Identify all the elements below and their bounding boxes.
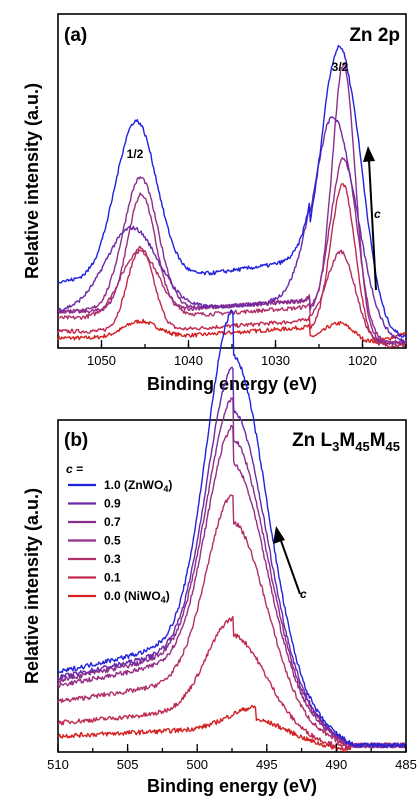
panel-a-element-label: Zn 2p bbox=[349, 25, 400, 46]
panel-b: 510 505 500 495 490 485 (b) Zn L3M45M45 c = 1… bbox=[22, 309, 417, 796]
legend-entry-label: 1.0 (ZnWO4) bbox=[104, 478, 172, 494]
panel-a-series-5 bbox=[58, 116, 407, 344]
panel-a-series-6 bbox=[57, 44, 407, 339]
panel-b-tick-label: 485 bbox=[395, 757, 417, 772]
panel-b-label: (b) bbox=[64, 430, 88, 451]
panel-a-x-ticks: 1050 1040 1030 1020 bbox=[57, 340, 407, 368]
panel-b-legend: c = 1.0 (ZnWO4) 0.9 0.7 0.5 0.3 0.1 0.0 (NiWO4… bbox=[66, 462, 172, 605]
arrow-c-b-head bbox=[273, 526, 285, 544]
panel-b-series-6 bbox=[57, 309, 407, 749]
panel-a-tick-label: 1040 bbox=[174, 353, 203, 368]
annotation-1-2: 1/2 bbox=[127, 147, 144, 161]
panel-b-ylabel: Relative intensity (a.u.) bbox=[22, 488, 42, 684]
panel-a-series-3 bbox=[57, 157, 407, 345]
annotation-3-2: 3/2 bbox=[332, 60, 349, 74]
panel-b-xlabel: Binding energy (eV) bbox=[147, 776, 317, 796]
panel-b-series-3 bbox=[57, 424, 407, 749]
legend-entry-label: 0.1 bbox=[104, 571, 121, 585]
panel-a-series-1 bbox=[57, 183, 407, 348]
legend-title: c = bbox=[66, 462, 83, 476]
panel-a-tick-label: 1030 bbox=[261, 353, 290, 368]
panel-b-tick-label: 500 bbox=[186, 757, 208, 772]
panel-a-tick-label: 1020 bbox=[348, 353, 377, 368]
panel-b-series-2 bbox=[57, 494, 407, 749]
annotation-c-b: c bbox=[300, 587, 307, 601]
panel-a-ylabel: Relative intensity (a.u.) bbox=[22, 83, 42, 279]
panel-a-tick-label: 1050 bbox=[87, 353, 116, 368]
panel-a-series-4 bbox=[57, 62, 407, 346]
legend-entry-label: 0.9 bbox=[104, 497, 121, 511]
annotation-c-a: c bbox=[374, 207, 381, 221]
arrow-c-a-shaft bbox=[368, 159, 377, 291]
legend-entry-label: 0.3 bbox=[104, 552, 121, 566]
panel-b-tick-label: 510 bbox=[47, 757, 69, 772]
panel-a: 1050 1040 1030 1020 (a) Zn 2p 1/2 3/2 c Bin… bbox=[22, 13, 407, 394]
panel-b-tick-label: 505 bbox=[117, 757, 139, 772]
panel-a-xlabel: Binding energy (eV) bbox=[147, 374, 317, 394]
panel-b-series bbox=[57, 309, 407, 753]
arrow-c-b-shaft bbox=[279, 537, 301, 595]
legend-entry-label: 0.7 bbox=[104, 515, 121, 529]
legend-entry-label: 0.0 (NiWO4) bbox=[104, 589, 170, 605]
panel-b-x-ticks: 510 505 500 495 490 485 bbox=[47, 744, 417, 772]
arrow-c-a-head bbox=[363, 146, 375, 162]
panel-a-series bbox=[57, 44, 407, 348]
panel-b-tick-label: 490 bbox=[326, 757, 348, 772]
panel-b-element-label: Zn L3M45M45 bbox=[292, 430, 400, 454]
panel-a-series-0 bbox=[57, 318, 407, 344]
panel-a-label: (a) bbox=[64, 25, 87, 46]
panel-b-series-1 bbox=[57, 615, 407, 751]
legend-entry-label: 0.5 bbox=[104, 534, 121, 548]
panel-b-frame bbox=[57, 419, 407, 753]
panel-b-tick-label: 495 bbox=[256, 757, 278, 772]
